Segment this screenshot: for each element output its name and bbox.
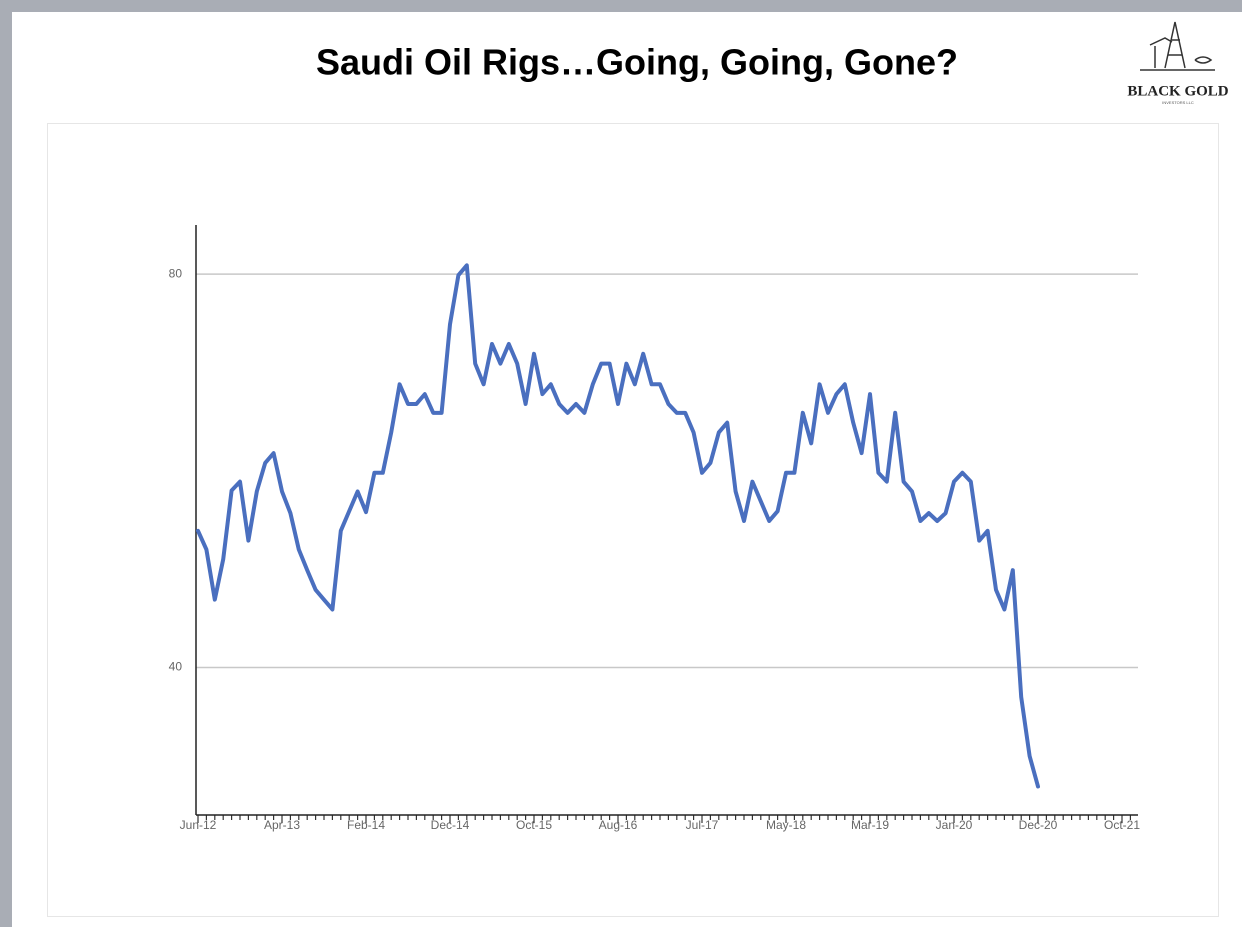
x-tick-label: Jul-17 xyxy=(686,818,719,832)
data-line xyxy=(196,263,1040,789)
y-tick-label: 40 xyxy=(169,660,183,674)
x-tick-label: May-18 xyxy=(766,818,806,832)
x-tick-label: Apr-13 xyxy=(264,818,300,832)
logo-name: BLACK GOLD xyxy=(1127,83,1228,99)
x-tick-label: Aug-16 xyxy=(599,818,638,832)
x-tick-label: Feb-14 xyxy=(347,818,385,832)
x-tick-label: Jan-20 xyxy=(936,818,973,832)
logo-icon xyxy=(1140,21,1215,71)
chart-panel xyxy=(47,123,1219,917)
chart-title: Saudi Oil Rigs…Going, Going, Gone? xyxy=(316,42,958,83)
x-tick-label: Dec-14 xyxy=(431,818,470,832)
x-tick-label: Oct-21 xyxy=(1104,818,1140,832)
logo-sub: INVESTORS LLC xyxy=(1162,100,1194,105)
y-tick-label: 80 xyxy=(169,266,183,280)
x-tick-label: Jun-12 xyxy=(180,818,217,832)
x-tick-label: Oct-15 xyxy=(516,818,552,832)
x-tick-label: Dec-20 xyxy=(1019,818,1058,832)
x-tick-label: Mar-19 xyxy=(851,818,889,832)
